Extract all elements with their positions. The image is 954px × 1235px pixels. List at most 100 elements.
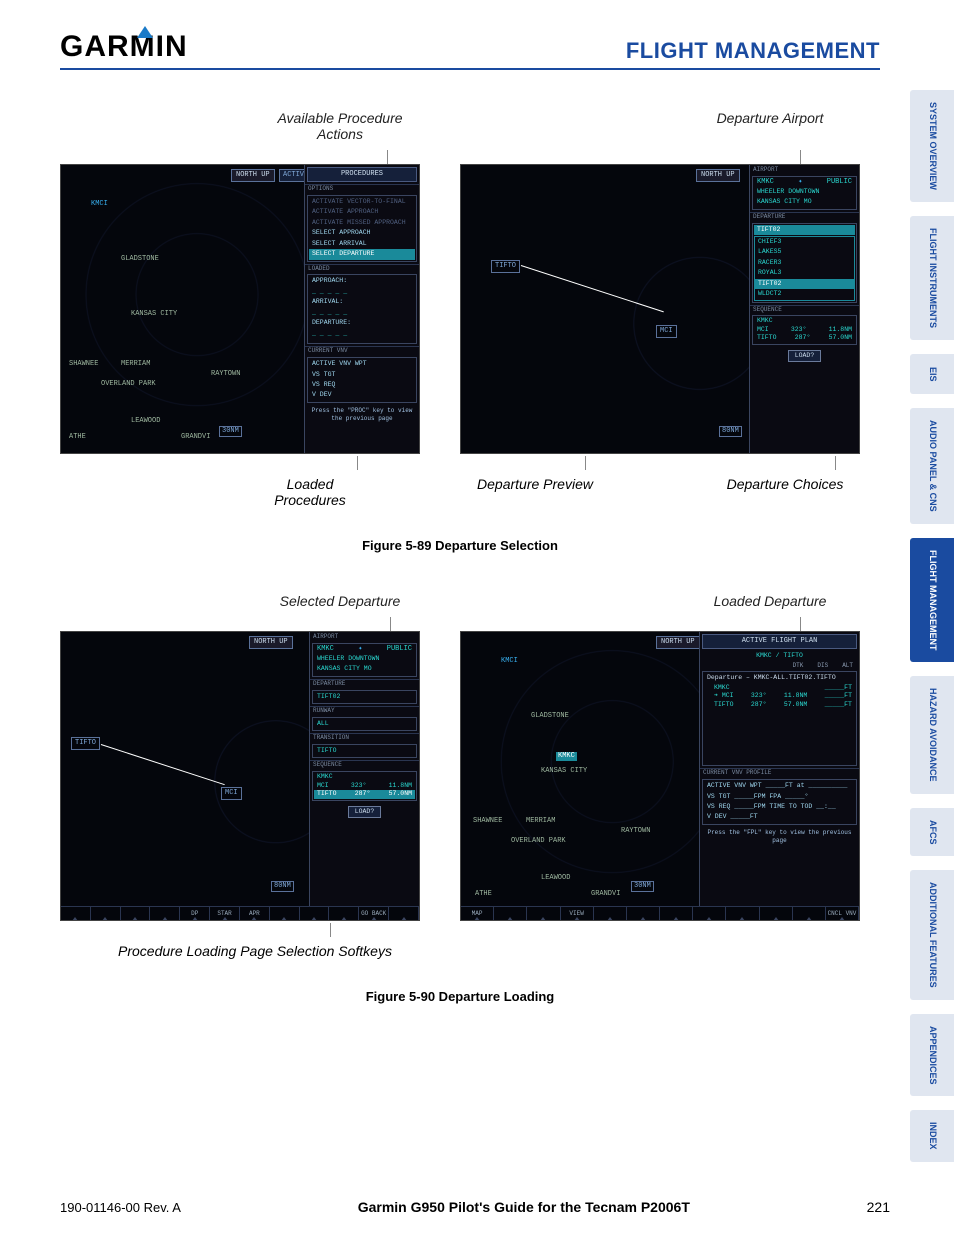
sk-star[interactable]: STAR [210,907,240,920]
opt-sel-appr[interactable]: SELECT APPROACH [309,228,415,238]
opt-act-appr[interactable]: ACTIVATE APPROACH [309,207,415,217]
callout-dep-choices: Departure Choices [610,476,860,508]
screen-active-fpl: NORTH UP KMCI GLADSTONE KANSAS CITY SHAW… [460,631,860,921]
callout-selected-dep: Selected Departure [60,593,420,609]
sk-cncl-vnv[interactable]: CNCL VNV [826,907,859,920]
tab-additional[interactable]: ADDITIONAL FEATURES [910,870,954,1000]
tab-audio[interactable]: AUDIO PANEL & CNS [910,408,954,524]
sk3[interactable] [121,907,151,920]
softkey-bar: DP STAR APR GO BACK [61,906,419,920]
range-box: 30NM [631,881,654,892]
garmin-triangle-icon [137,26,153,38]
options-list: ACTIVATE VECTOR-TO-FINAL ACTIVATE APPROA… [307,195,417,262]
vnv-profile: ACTIVE VNV WPT _____FT at __________ VS … [702,779,857,825]
sk-dp[interactable]: DP [180,907,210,920]
page-header: GARMIN FLIGHT MANAGEMENT [60,30,880,70]
tab-appendices[interactable]: APPENDICES [910,1014,954,1097]
rwy-value[interactable]: ALL [314,719,415,729]
dep-choices: TIFT02 CHIEF3 LAKES5 RACER3 ROYAL3 TIFT0… [752,223,857,303]
sk1[interactable] [61,907,91,920]
dep-value[interactable]: TIFT02 [314,692,415,702]
loaded-appr: APPROACH: [309,276,415,286]
loaded-dep: DEPARTURE: [309,318,415,328]
map-kmci: KMCI [91,200,108,209]
trans-value[interactable]: TIFTO [314,746,415,756]
figure-5-89: Available Procedure Actions Departure Ai… [60,110,880,553]
loaded-list: APPROACH: _ _ _ _ _ ARRIVAL: _ _ _ _ _ D… [307,274,417,344]
north-indicator: NORTH UP [656,636,700,649]
loaded-label: LOADED [305,264,419,273]
dep-selected[interactable]: TIFT02 [754,225,855,235]
map-athe: ATHE [69,433,86,442]
sk2[interactable] [91,907,121,920]
map-kc: KANSAS CITY [131,310,177,319]
map-raytown: RAYTOWN [211,370,240,379]
north-indicator: NORTH UP [231,169,275,182]
sk-back[interactable]: GO BACK [359,907,389,920]
sk-view[interactable]: VIEW [561,907,594,920]
opt-sel-dep[interactable]: SELECT DEPARTURE [309,249,415,259]
map-merriam: MERRIAM [121,360,150,369]
map-leawood: LEAWOOD [131,417,160,426]
seq-box: KMKC MCI323°11.8NM TIFTO287°57.0NM [752,315,857,344]
tifto-wpt: TIFTO [71,737,100,750]
softkey-bar: MAP VIEW CNCL VNV [461,906,859,920]
tab-index[interactable]: INDEX [910,1110,954,1162]
fpl-panel: ACTIVE FLIGHT PLAN KMKC / TIFTO DTKDISAL… [699,632,859,906]
vnv-box: ACTIVE VNV WPT VS TGT VS REQ V DEV [307,357,417,403]
section-title: FLIGHT MANAGEMENT [626,38,880,64]
load-button[interactable]: LOAD? [348,806,382,818]
screen-departure-select: NORTH UP TIFTO MCI 80NM AIRPORT KMKC ✦ P… [460,164,860,454]
garmin-logo: GARMIN [60,30,206,64]
figure-5-90: Selected Departure Loaded Departure NORT… [60,593,880,1004]
seq-label: SEQUENCE [750,305,859,314]
side-tabs: SYSTEM OVERVIEW FLIGHT INSTRUMENTS EIS A… [910,90,954,1162]
fpl-hint: Press the "FPL" key to view the previous… [700,827,859,847]
map-shawnee: SHAWNEE [69,360,98,369]
sk-apr[interactable]: APR [240,907,270,920]
tab-flight-mgmt[interactable]: FLIGHT MANAGEMENT [910,538,954,663]
tab-flight-inst[interactable]: FLIGHT INSTRUMENTS [910,216,954,340]
map-overland: OVERLAND PARK [101,380,156,389]
north-indicator: NORTH UP [249,636,293,649]
opt-sel-arr[interactable]: SELECT ARRIVAL [309,239,415,249]
mci-wpt: MCI [656,325,677,338]
procedures-panel: PROCEDURES OPTIONS ACTIVATE VECTOR-TO-FI… [304,165,419,453]
opt-act-missed[interactable]: ACTIVATE MISSED APPROACH [309,218,415,228]
brand-text: GARMIN [60,30,188,64]
dep-load-panel: AIRPORT KMKC ✦ PUBLIC WHEELER DOWNTOWN K… [309,632,419,906]
page-footer: 190-01146-00 Rev. A Garmin G950 Pilot's … [60,1199,890,1215]
range-box: 30NM [219,426,242,437]
screen-dep-loading: NORTH UP TIFTO MCI 80NM AIRPORT KMKC ✦ P… [60,631,420,921]
tab-eis[interactable]: EIS [910,354,954,394]
range-box: 80NM [271,881,294,892]
sk4[interactable] [150,907,180,920]
sk12[interactable] [389,907,419,920]
callout-available-actions: Available Procedure Actions [60,110,420,142]
tab-hazard[interactable]: HAZARD AVOIDANCE [910,676,954,794]
footer-title: Garmin G950 Pilot's Guide for the Tecnam… [358,1199,690,1215]
loaded-arr: ARRIVAL: [309,297,415,307]
callout-loaded-dep: Loaded Departure [500,593,860,609]
vnv-label: CURRENT VNV [305,346,419,355]
fpl-rows: Departure – KMKC-ALL.TIFT02.TIFTO KMKC__… [702,671,857,766]
mci-wpt: MCI [221,787,242,800]
callout-departure-airport: Departure Airport [500,110,860,142]
fpl-title: ACTIVE FLIGHT PLAN [702,634,857,649]
callout-loaded-proc: Loaded Procedures [60,476,360,508]
footer-doc-id: 190-01146-00 Rev. A [60,1200,181,1215]
map-gladstone: GLADSTONE [121,255,159,264]
range-box: 80NM [719,426,742,437]
tab-afcs[interactable]: AFCS [910,808,954,857]
sk8[interactable] [270,907,300,920]
airport-box: KMKC ✦ PUBLIC WHEELER DOWNTOWN KANSAS CI… [752,176,857,210]
sk-map[interactable]: MAP [461,907,494,920]
map-grandvi: GRANDVI [181,433,210,442]
opt-vtf[interactable]: ACTIVATE VECTOR-TO-FINAL [309,197,415,207]
dep-label: DEPARTURE [750,212,859,221]
load-button[interactable]: LOAD? [788,350,822,362]
sk10[interactable] [329,907,359,920]
sk9[interactable] [300,907,330,920]
figure-caption-590: Figure 5-90 Departure Loading [60,989,860,1004]
tab-system[interactable]: SYSTEM OVERVIEW [910,90,954,202]
